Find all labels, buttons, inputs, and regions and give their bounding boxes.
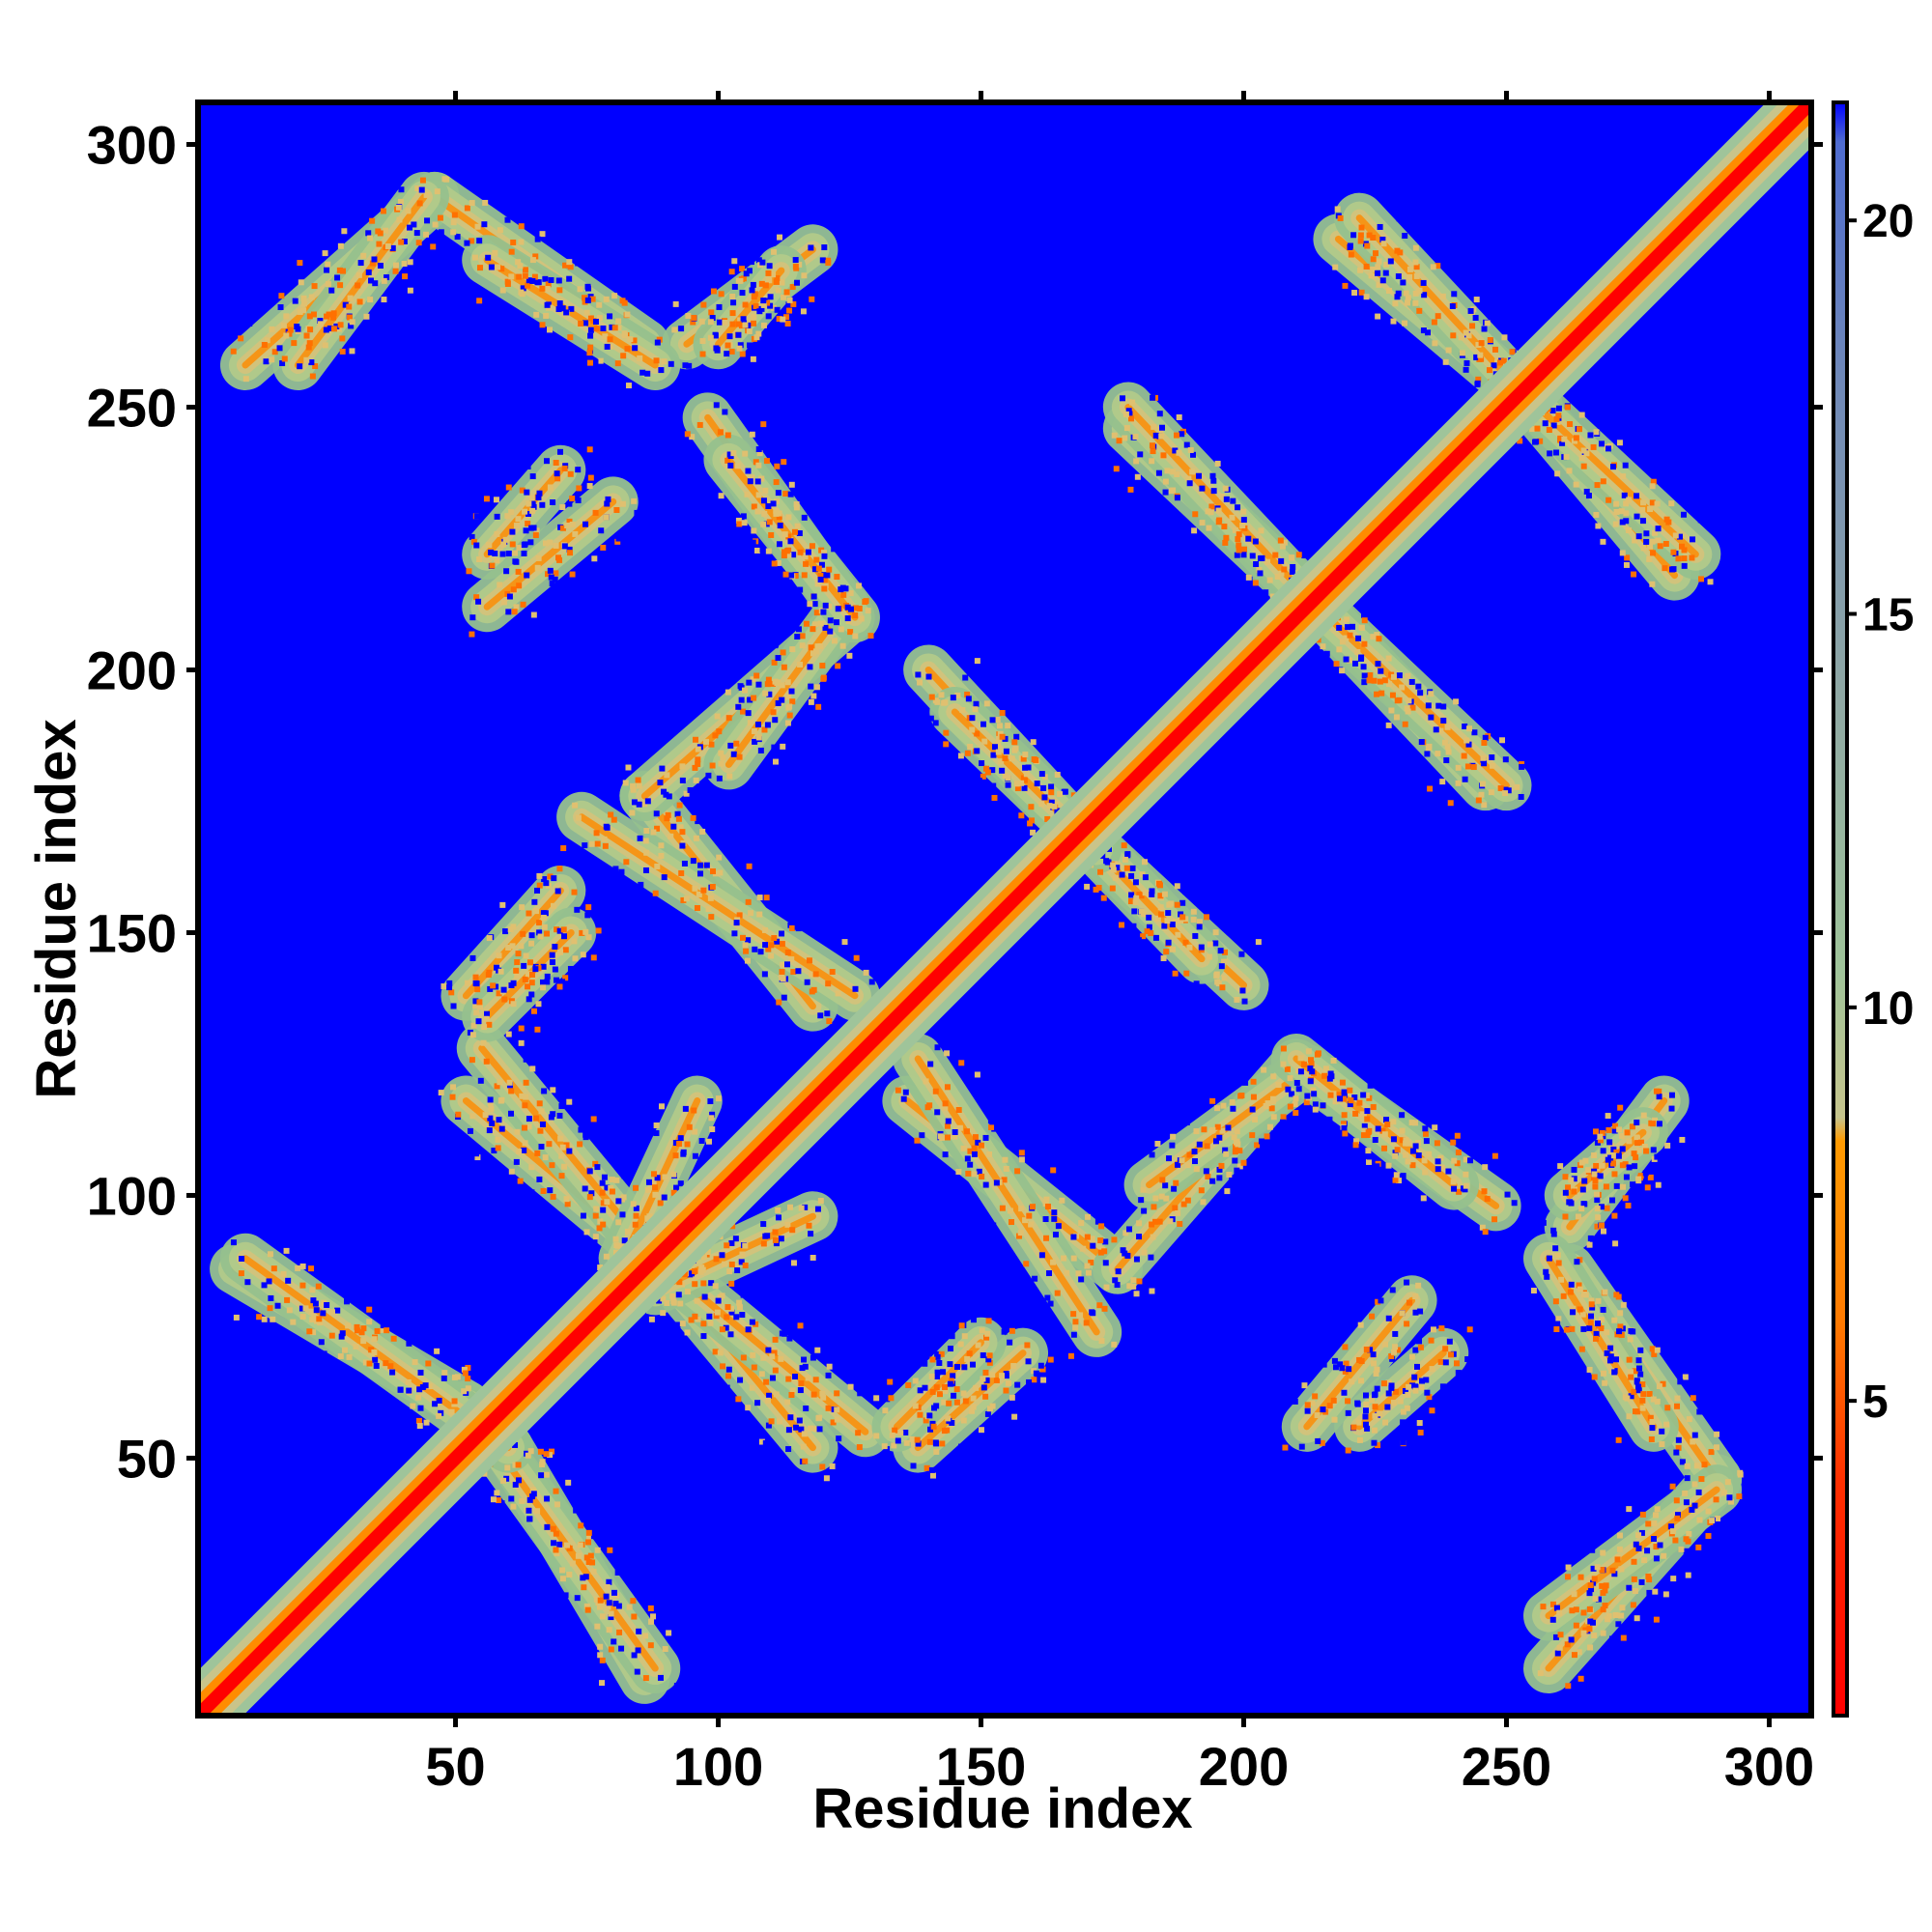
colorbar-ticks: 5 10 15 20 xyxy=(1847,196,1914,1428)
colorbar-tick-label: 15 xyxy=(1862,590,1914,641)
y-tick-label: 50 xyxy=(117,1428,177,1489)
colorbar xyxy=(1832,100,1849,1718)
x-axis-ticks: 50 100 150 200 250 300 xyxy=(425,91,1814,1797)
y-axis-ticks: 50 100 150 200 250 300 xyxy=(87,115,1823,1489)
y-tick-label: 100 xyxy=(87,1165,177,1226)
y-tick-label: 200 xyxy=(87,639,177,700)
y-tick-label: 300 xyxy=(87,115,177,176)
colorbar-tick-label: 20 xyxy=(1862,196,1914,247)
y-axis-title: Residue index xyxy=(25,719,88,1098)
heatmap-speckle xyxy=(204,176,1744,1716)
y-tick-label: 250 xyxy=(87,378,177,439)
colorbar-tick-label: 10 xyxy=(1862,983,1914,1035)
diagonal-band xyxy=(198,102,1811,1716)
contact-band xyxy=(440,865,1049,1473)
y-tick-label: 150 xyxy=(87,902,177,963)
x-tick-label: 100 xyxy=(673,1736,763,1797)
x-tick-label: 200 xyxy=(1199,1736,1289,1797)
heatmap xyxy=(198,102,1811,1716)
x-axis-title: Residue index xyxy=(812,1777,1192,1840)
x-tick-label: 50 xyxy=(425,1736,485,1797)
plot-frame xyxy=(195,99,1814,1719)
colorbar-tick-label: 5 xyxy=(1862,1377,1889,1428)
contact-band xyxy=(598,1075,838,1316)
x-tick-label: 250 xyxy=(1462,1736,1551,1797)
x-tick-label: 300 xyxy=(1724,1736,1814,1797)
x-tick-label: 150 xyxy=(936,1736,1026,1797)
